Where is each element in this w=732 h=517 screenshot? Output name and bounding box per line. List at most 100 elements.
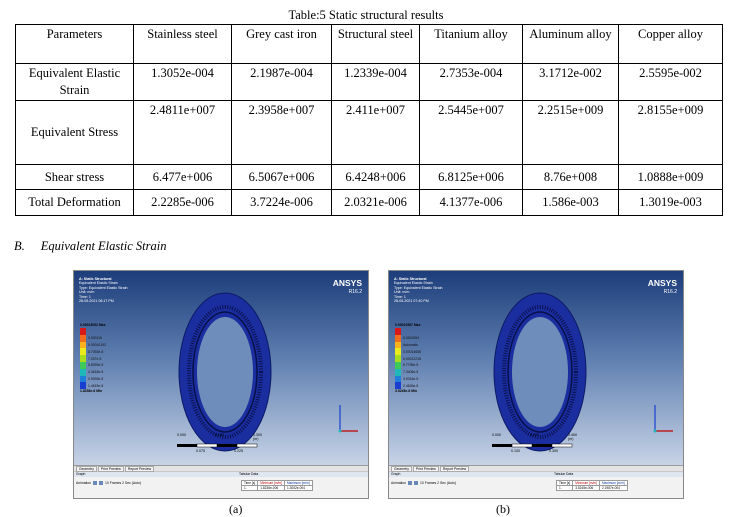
row-label: Total Deformation: [15, 189, 134, 216]
table-caption: Table:5 Static structural results: [288, 8, 444, 22]
legend-row: 0.00012218: [395, 355, 435, 362]
table-cell: 1.0888e+009: [618, 164, 723, 190]
graph-label: Graph: [391, 472, 401, 476]
table-row: Equivalent Elastic Strain 1.3052e-004 2.…: [15, 63, 723, 101]
legend-row: 4.3618e-5: [80, 368, 120, 376]
figure-label-a: (a): [229, 502, 243, 516]
legend-min: 1.8236e-6 Min: [80, 389, 103, 394]
graph-label: Graph: [76, 472, 86, 476]
table-cell: 1.8236e-006: [257, 485, 285, 491]
table-cell: 6.477e+006: [133, 164, 232, 190]
legend-value: 0.00012218: [403, 356, 421, 361]
table-row: Shear stress 6.477e+006 6.5067e+006 6.42…: [15, 164, 723, 190]
legend-swatch: [395, 348, 401, 356]
scale-seg: [551, 443, 573, 448]
ring-hole: [512, 317, 568, 427]
duration-select[interactable]: 2 Sec (Auto): [122, 481, 142, 485]
frames-select[interactable]: 10 Frames: [104, 481, 122, 485]
scale-bar: [177, 443, 258, 448]
legend-value: 1.4615e-5: [88, 383, 104, 388]
scale-seg: [217, 444, 237, 447]
graphics-viewport[interactable]: A: Static Structural Equivalent Elastic S…: [74, 271, 368, 465]
table-cell: 6.4248+006: [331, 164, 420, 190]
info-line: Unit: m/m: [394, 290, 410, 295]
header-cell: Aluminum alloy: [522, 24, 619, 64]
legend-row: [395, 328, 435, 335]
legend-value: 7.3406e-5: [403, 370, 419, 375]
table-cell: 1.586e-003: [522, 189, 619, 216]
axis-origin: [653, 429, 657, 433]
table-cell: 2.1987e-004: [231, 63, 332, 101]
header-cell: Titanium alloy: [419, 24, 523, 64]
table-cell: 1.: [240, 485, 259, 491]
animation-toolbar: Animation 10 Frames 2 Sec (Auto): [391, 481, 457, 486]
axis-triad: [653, 405, 673, 433]
info-line: Time: 1: [79, 294, 91, 299]
scale-seg: [236, 443, 258, 448]
play-icon[interactable]: [93, 481, 98, 486]
info-line: A: Static Structural: [79, 277, 112, 281]
legend-row: 1.4615e-5: [80, 382, 120, 390]
header-cell: Parameters: [15, 24, 134, 64]
legend-max: 0.00013052 Max: [80, 323, 106, 327]
legend-row: 5.8093e-5: [80, 361, 120, 369]
row-label: Equivalent Stress: [15, 100, 134, 165]
table-cell: 2.411e+007: [331, 100, 420, 165]
legend-value: 0.00010153: [88, 342, 106, 347]
animation-label: Animation: [76, 481, 92, 485]
play-icon[interactable]: [408, 481, 413, 486]
table-row: 1. 1.8236e-006 1.3052e-004: [240, 485, 313, 491]
graphics-viewport[interactable]: A: Static Structural Equivalent Elastic S…: [389, 271, 683, 465]
table-cell: 2.1987e-004: [599, 485, 628, 491]
legend-value: 7.257e-5: [88, 356, 102, 361]
view-tab[interactable]: Print Preview: [97, 466, 124, 472]
table-header-row: Parameters Stainless steel Grey cast iro…: [15, 24, 723, 64]
info-line: 28-05-2021 08:17 PM: [79, 299, 114, 304]
view-tab[interactable]: Print Preview: [412, 466, 439, 472]
info-line: Equivalent Elastic Strain: [79, 281, 118, 286]
legend-max: 0.00021987 Max: [395, 323, 421, 327]
table-cell: 3.5245e-006: [572, 485, 600, 491]
view-tabs: Geometry Print Preview Report Preview: [389, 465, 683, 472]
view-tab[interactable]: Geometry: [76, 466, 97, 472]
table-cell: 2.3958e+007: [231, 100, 332, 165]
view-tab[interactable]: Report Preview: [124, 466, 155, 472]
legend-value: Automatic: [403, 342, 419, 347]
info-line: Unit: m/m: [79, 290, 95, 295]
legend-swatch: [395, 328, 401, 335]
color-legend: 0.00021987 Max 0.0001954 Automatic 0.000146…: [395, 323, 435, 394]
table-cell: 1.3052e-004: [133, 63, 232, 101]
legend-value: 2.9093e-5: [88, 376, 104, 381]
legend-swatch: [395, 334, 401, 342]
header-cell: Minimum [m/m]: [572, 480, 600, 486]
legend-value: 0.0001954: [403, 336, 420, 341]
header-cell: Maximum [m/m]: [284, 480, 313, 486]
ansys-logo: ANSYS R16.2: [648, 279, 677, 297]
legend-swatch: [395, 382, 401, 390]
bottom-pane: Graph Tabular Data Animation 10 Frames 2 S…: [389, 472, 683, 498]
info-line: Equivalent Elastic Strain: [394, 281, 433, 286]
scale-label: 0.300: [549, 449, 558, 453]
view-tab[interactable]: Geometry: [391, 466, 412, 472]
scale-label: 0.100: [511, 449, 520, 453]
legend-swatch: [395, 355, 401, 362]
legend-row: 8.7053e-5: [80, 348, 120, 356]
legend-swatch: [80, 341, 86, 349]
legend-row: 7.3406e-5: [395, 368, 435, 376]
stop-icon[interactable]: [99, 481, 104, 486]
pane-header: Graph Tabular Data: [74, 472, 368, 477]
legend-row: 2.4626e-5: [395, 382, 435, 390]
results-table: Parameters Stainless steel Grey cast iro…: [15, 24, 723, 216]
legend-value: 0.000116: [88, 336, 102, 341]
frames-select[interactable]: 10 Frames: [419, 481, 437, 485]
axis-origin: [338, 429, 342, 433]
stop-icon[interactable]: [414, 481, 419, 486]
duration-select[interactable]: 2 Sec (Auto): [437, 481, 457, 485]
header-cell: Stainless steel: [133, 24, 232, 64]
info-line: Type: Equivalent Elastic Strain: [79, 285, 128, 290]
scale-label: 0.000: [177, 433, 186, 437]
legend-row: 9.7795e-5: [395, 361, 435, 369]
legend-swatch: [80, 328, 86, 335]
info-line: A: Static Structural: [394, 277, 427, 281]
view-tab[interactable]: Report Preview: [439, 466, 470, 472]
